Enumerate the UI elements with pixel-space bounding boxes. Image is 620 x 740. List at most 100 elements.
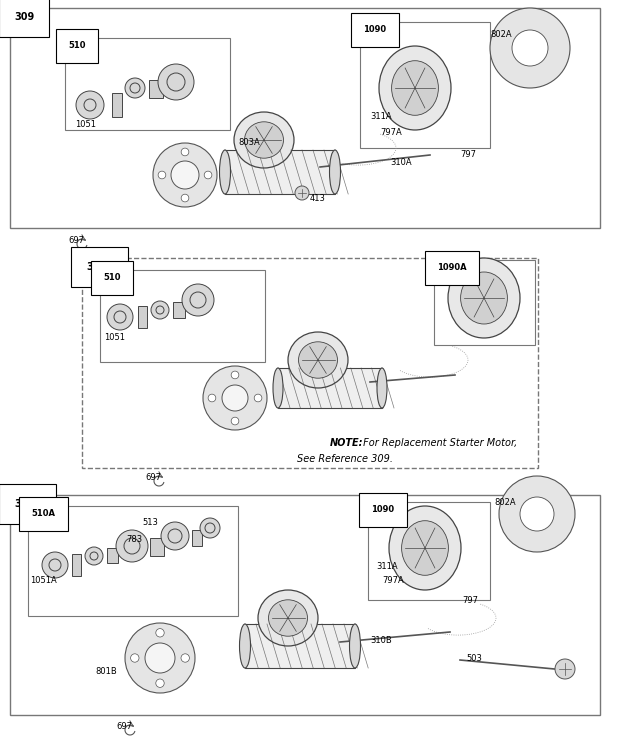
Ellipse shape xyxy=(244,122,283,158)
Text: 1090: 1090 xyxy=(371,505,394,514)
Bar xyxy=(138,306,147,328)
Text: 413: 413 xyxy=(310,194,326,203)
Ellipse shape xyxy=(234,112,294,168)
Text: 801B: 801B xyxy=(95,667,117,676)
Ellipse shape xyxy=(392,61,438,115)
Ellipse shape xyxy=(288,332,348,388)
Bar xyxy=(72,554,81,576)
Ellipse shape xyxy=(389,506,461,590)
Circle shape xyxy=(156,679,164,687)
Circle shape xyxy=(182,284,214,316)
Text: 513: 513 xyxy=(142,518,158,527)
Circle shape xyxy=(555,659,575,679)
Circle shape xyxy=(124,538,140,554)
Ellipse shape xyxy=(268,600,308,636)
Bar xyxy=(65,38,230,130)
Text: 510: 510 xyxy=(68,41,86,50)
Text: 802A: 802A xyxy=(494,498,516,507)
Circle shape xyxy=(84,99,96,111)
Circle shape xyxy=(116,530,148,562)
Text: 503: 503 xyxy=(466,654,482,663)
Bar xyxy=(10,8,600,228)
Circle shape xyxy=(107,304,133,330)
Circle shape xyxy=(181,148,189,156)
Circle shape xyxy=(90,552,98,560)
Circle shape xyxy=(490,8,570,88)
Circle shape xyxy=(222,385,248,411)
Circle shape xyxy=(85,547,103,565)
Bar xyxy=(100,270,265,362)
Text: 797: 797 xyxy=(462,596,478,605)
Circle shape xyxy=(200,518,220,538)
Ellipse shape xyxy=(258,590,318,646)
Circle shape xyxy=(156,628,164,637)
Text: 803A: 803A xyxy=(238,138,260,147)
Text: 797: 797 xyxy=(460,150,476,159)
Circle shape xyxy=(512,30,548,66)
Circle shape xyxy=(161,522,189,550)
Bar xyxy=(192,530,202,546)
Ellipse shape xyxy=(219,150,231,194)
Bar xyxy=(82,258,538,468)
Circle shape xyxy=(499,476,575,552)
Circle shape xyxy=(295,186,309,200)
Circle shape xyxy=(231,417,239,425)
Bar xyxy=(107,548,118,563)
Circle shape xyxy=(131,654,139,662)
Text: For Replacement Starter Motor,: For Replacement Starter Motor, xyxy=(360,438,517,448)
Bar xyxy=(150,538,164,556)
Text: See Reference 309.: See Reference 309. xyxy=(297,454,393,464)
Bar xyxy=(149,80,163,98)
Ellipse shape xyxy=(448,258,520,338)
Bar xyxy=(28,506,238,616)
Bar xyxy=(112,93,122,117)
Bar xyxy=(360,22,490,148)
Text: 1090: 1090 xyxy=(363,25,386,34)
Text: 1051: 1051 xyxy=(75,120,96,129)
Circle shape xyxy=(203,366,267,430)
Circle shape xyxy=(158,171,166,179)
Text: NOTE:: NOTE: xyxy=(330,438,363,448)
Text: 1051A: 1051A xyxy=(30,576,57,585)
Circle shape xyxy=(167,73,185,91)
Bar xyxy=(434,260,535,345)
Circle shape xyxy=(205,523,215,533)
Text: 1090A: 1090A xyxy=(437,263,467,272)
Circle shape xyxy=(49,559,61,571)
Text: 310B: 310B xyxy=(370,636,392,645)
Ellipse shape xyxy=(273,368,283,408)
Circle shape xyxy=(76,91,104,119)
Circle shape xyxy=(204,171,212,179)
Text: 309A: 309A xyxy=(86,262,113,272)
Text: 510: 510 xyxy=(103,273,120,282)
Circle shape xyxy=(168,529,182,543)
Circle shape xyxy=(231,371,239,379)
Text: 311A: 311A xyxy=(370,112,392,121)
Circle shape xyxy=(171,161,199,189)
Bar xyxy=(10,495,600,715)
Circle shape xyxy=(208,394,216,402)
Circle shape xyxy=(145,643,175,673)
Ellipse shape xyxy=(298,342,337,378)
Ellipse shape xyxy=(402,521,448,575)
Text: 797A: 797A xyxy=(380,128,402,137)
Circle shape xyxy=(181,654,189,662)
Bar xyxy=(245,624,355,668)
Circle shape xyxy=(190,292,206,308)
Text: eReplacementParts.com: eReplacementParts.com xyxy=(121,356,499,384)
Circle shape xyxy=(125,78,145,98)
Text: 783: 783 xyxy=(126,535,142,544)
Circle shape xyxy=(130,83,140,93)
Circle shape xyxy=(254,394,262,402)
Circle shape xyxy=(520,497,554,531)
Circle shape xyxy=(153,143,217,207)
Ellipse shape xyxy=(350,624,360,668)
Ellipse shape xyxy=(377,368,387,408)
Text: 697: 697 xyxy=(116,722,132,731)
Text: 802A: 802A xyxy=(490,30,511,39)
Text: 697: 697 xyxy=(68,236,84,245)
Circle shape xyxy=(42,552,68,578)
Circle shape xyxy=(151,301,169,319)
Ellipse shape xyxy=(379,46,451,130)
Ellipse shape xyxy=(461,272,507,324)
